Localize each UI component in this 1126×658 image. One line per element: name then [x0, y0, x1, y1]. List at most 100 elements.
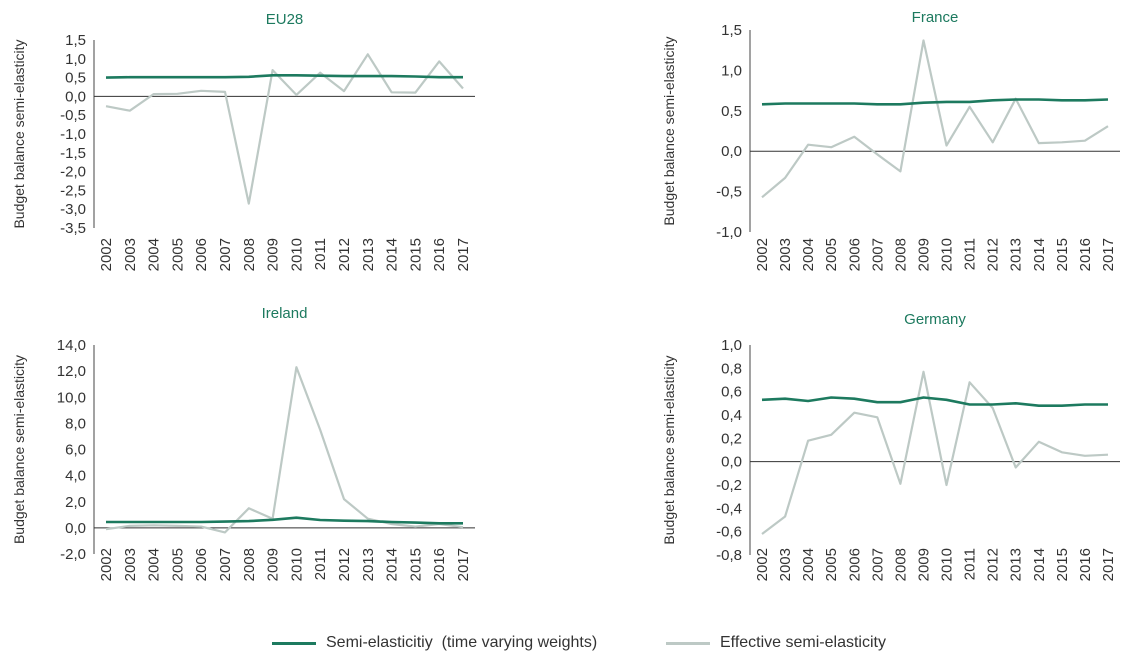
x-tick-label: 2010 [288, 238, 305, 271]
x-tick-label: 2017 [1100, 238, 1117, 271]
chart-panel-france: France Budget balance semi-elasticity 1,5 1… [661, 9, 1120, 271]
x-tick-label: 2005 [823, 238, 840, 271]
y-tick-label: -0,4 [716, 500, 742, 517]
x-tick-label: 2016 [431, 238, 448, 271]
y-tick-label: 0,6 [721, 384, 742, 401]
x-tick-label: 2006 [193, 238, 210, 271]
x-tick-label: 2014 [1031, 238, 1048, 271]
y-axis-label: Budget balance semi-elasticity [11, 39, 27, 228]
chart-title: Germany [904, 311, 966, 328]
x-tick-label: 2016 [1077, 238, 1094, 271]
y-tick-label: 1,0 [721, 337, 742, 354]
y-tick-label: -0,2 [716, 477, 742, 494]
legend-swatch-series1 [272, 641, 316, 645]
x-tick-label: 2008 [241, 238, 258, 271]
x-tick-label: 2004 [146, 238, 163, 271]
chart-legend: Semi-elasticitiy (time varying weights) … [0, 634, 1126, 658]
series-line-effective [761, 39, 1109, 199]
x-tick-label: 2007 [217, 238, 234, 271]
x-tick-label: 2002 [754, 238, 771, 271]
x-tick-label: 2002 [98, 238, 115, 271]
chart-title: Ireland [262, 305, 308, 322]
series-line-time-varying [105, 74, 463, 79]
y-tick-label: -0,5 [60, 107, 86, 124]
series-line-time-varying [106, 516, 463, 525]
y-tick-label: 0,0 [65, 520, 86, 537]
x-tick-label: 2016 [431, 548, 448, 581]
x-tick-label: 2007 [869, 548, 886, 581]
x-tick-label: 2012 [336, 238, 353, 271]
y-tick-label: -2,5 [60, 182, 86, 199]
y-tick-label: 1,0 [721, 62, 742, 79]
y-axis-label: Budget balance semi-elasticity [661, 355, 677, 544]
x-tick-label: 2013 [360, 238, 377, 271]
x-tick-label: 2009 [265, 548, 282, 581]
y-tick-label: 8,0 [65, 415, 86, 432]
y-tick-label: -3,5 [60, 220, 86, 237]
x-tick-label: 2009 [915, 238, 932, 271]
y-tick-label: 0,5 [65, 70, 86, 87]
x-tick-label: 2015 [407, 238, 424, 271]
y-tick-label: 0,0 [721, 143, 742, 160]
x-tick-label: 2007 [217, 548, 234, 581]
x-tick-label: 2015 [407, 548, 424, 581]
x-tick-label: 2010 [939, 238, 956, 271]
x-tick-label: 2002 [98, 548, 115, 581]
y-tick-label: -0,8 [716, 547, 742, 564]
x-tick-label: 2002 [754, 548, 771, 581]
x-tick-label: 2008 [892, 548, 909, 581]
x-tick-label: 2012 [336, 548, 353, 581]
legend-item-series2: Effective semi-elasticity [666, 634, 886, 652]
y-tick-label: 0,8 [721, 360, 742, 377]
x-tick-label: 2014 [384, 238, 401, 271]
x-tick-label: 2011 [962, 548, 979, 580]
y-tick-label: -1,5 [60, 145, 86, 162]
y-tick-label: 4,0 [65, 468, 86, 485]
legend-item-series1: Semi-elasticitiy (time varying weights) [272, 634, 597, 652]
y-tick-label: 0,2 [721, 430, 742, 447]
y-axis-label: Budget balance semi-elasticity [661, 36, 677, 225]
x-tick-label: 2013 [1008, 238, 1025, 271]
x-tick-label: 2003 [122, 238, 139, 271]
y-tick-label: -3,0 [60, 201, 86, 218]
legend-label-series2: Effective semi-elasticity [720, 634, 886, 651]
y-tick-label: 1,0 [65, 51, 86, 68]
x-tick-label: 2017 [1100, 548, 1117, 581]
x-tick-label: 2007 [869, 238, 886, 271]
x-tick-label: 2003 [122, 548, 139, 581]
x-tick-label: 2006 [193, 548, 210, 581]
series-line-effective [105, 53, 464, 205]
x-tick-label: 2005 [169, 548, 186, 581]
x-tick-label: 2005 [169, 238, 186, 271]
y-tick-label: 0,0 [65, 88, 86, 105]
x-tick-label: 2005 [823, 548, 840, 581]
y-tick-label: -1,0 [716, 224, 742, 241]
chart-figure: EU28 Budget balance semi-elasticity 1,5 1,0… [11, 9, 1120, 581]
x-tick-label: 2010 [939, 548, 956, 581]
chart-panel-eu28: EU28 Budget balance semi-elasticity 1,5 1,0… [11, 11, 475, 271]
x-tick-label: 2003 [777, 238, 794, 271]
x-tick-label: 2012 [985, 238, 1002, 271]
x-tick-label: 2011 [962, 238, 979, 270]
x-tick-label: 2012 [985, 548, 1002, 581]
x-tick-label: 2004 [800, 238, 817, 271]
x-tick-label: 2013 [360, 548, 377, 581]
y-tick-label: 0,5 [721, 103, 742, 120]
y-tick-label: 0,4 [721, 407, 742, 424]
y-tick-label: -1,0 [60, 126, 86, 143]
series-line-effective [105, 366, 464, 534]
x-tick-label: 2008 [241, 548, 258, 581]
x-tick-label: 2015 [1054, 238, 1071, 271]
y-tick-label: -2,0 [60, 546, 86, 563]
y-tick-label: 1,5 [65, 32, 86, 49]
y-tick-label: 2,0 [65, 494, 86, 511]
chart-panel-germany: Germany Budget balance semi-elasticity 1,0… [661, 311, 1120, 581]
x-tick-label: 2008 [892, 238, 909, 271]
chart-panel-ireland: Ireland Budget balance semi-elasticity 14,… [11, 305, 475, 581]
x-tick-label: 2009 [265, 238, 282, 271]
x-tick-label: 2013 [1008, 548, 1025, 581]
x-tick-label: 2016 [1077, 548, 1094, 581]
y-tick-label: 1,5 [721, 22, 742, 39]
chart-title: France [912, 9, 959, 26]
x-tick-label: 2017 [455, 238, 472, 271]
